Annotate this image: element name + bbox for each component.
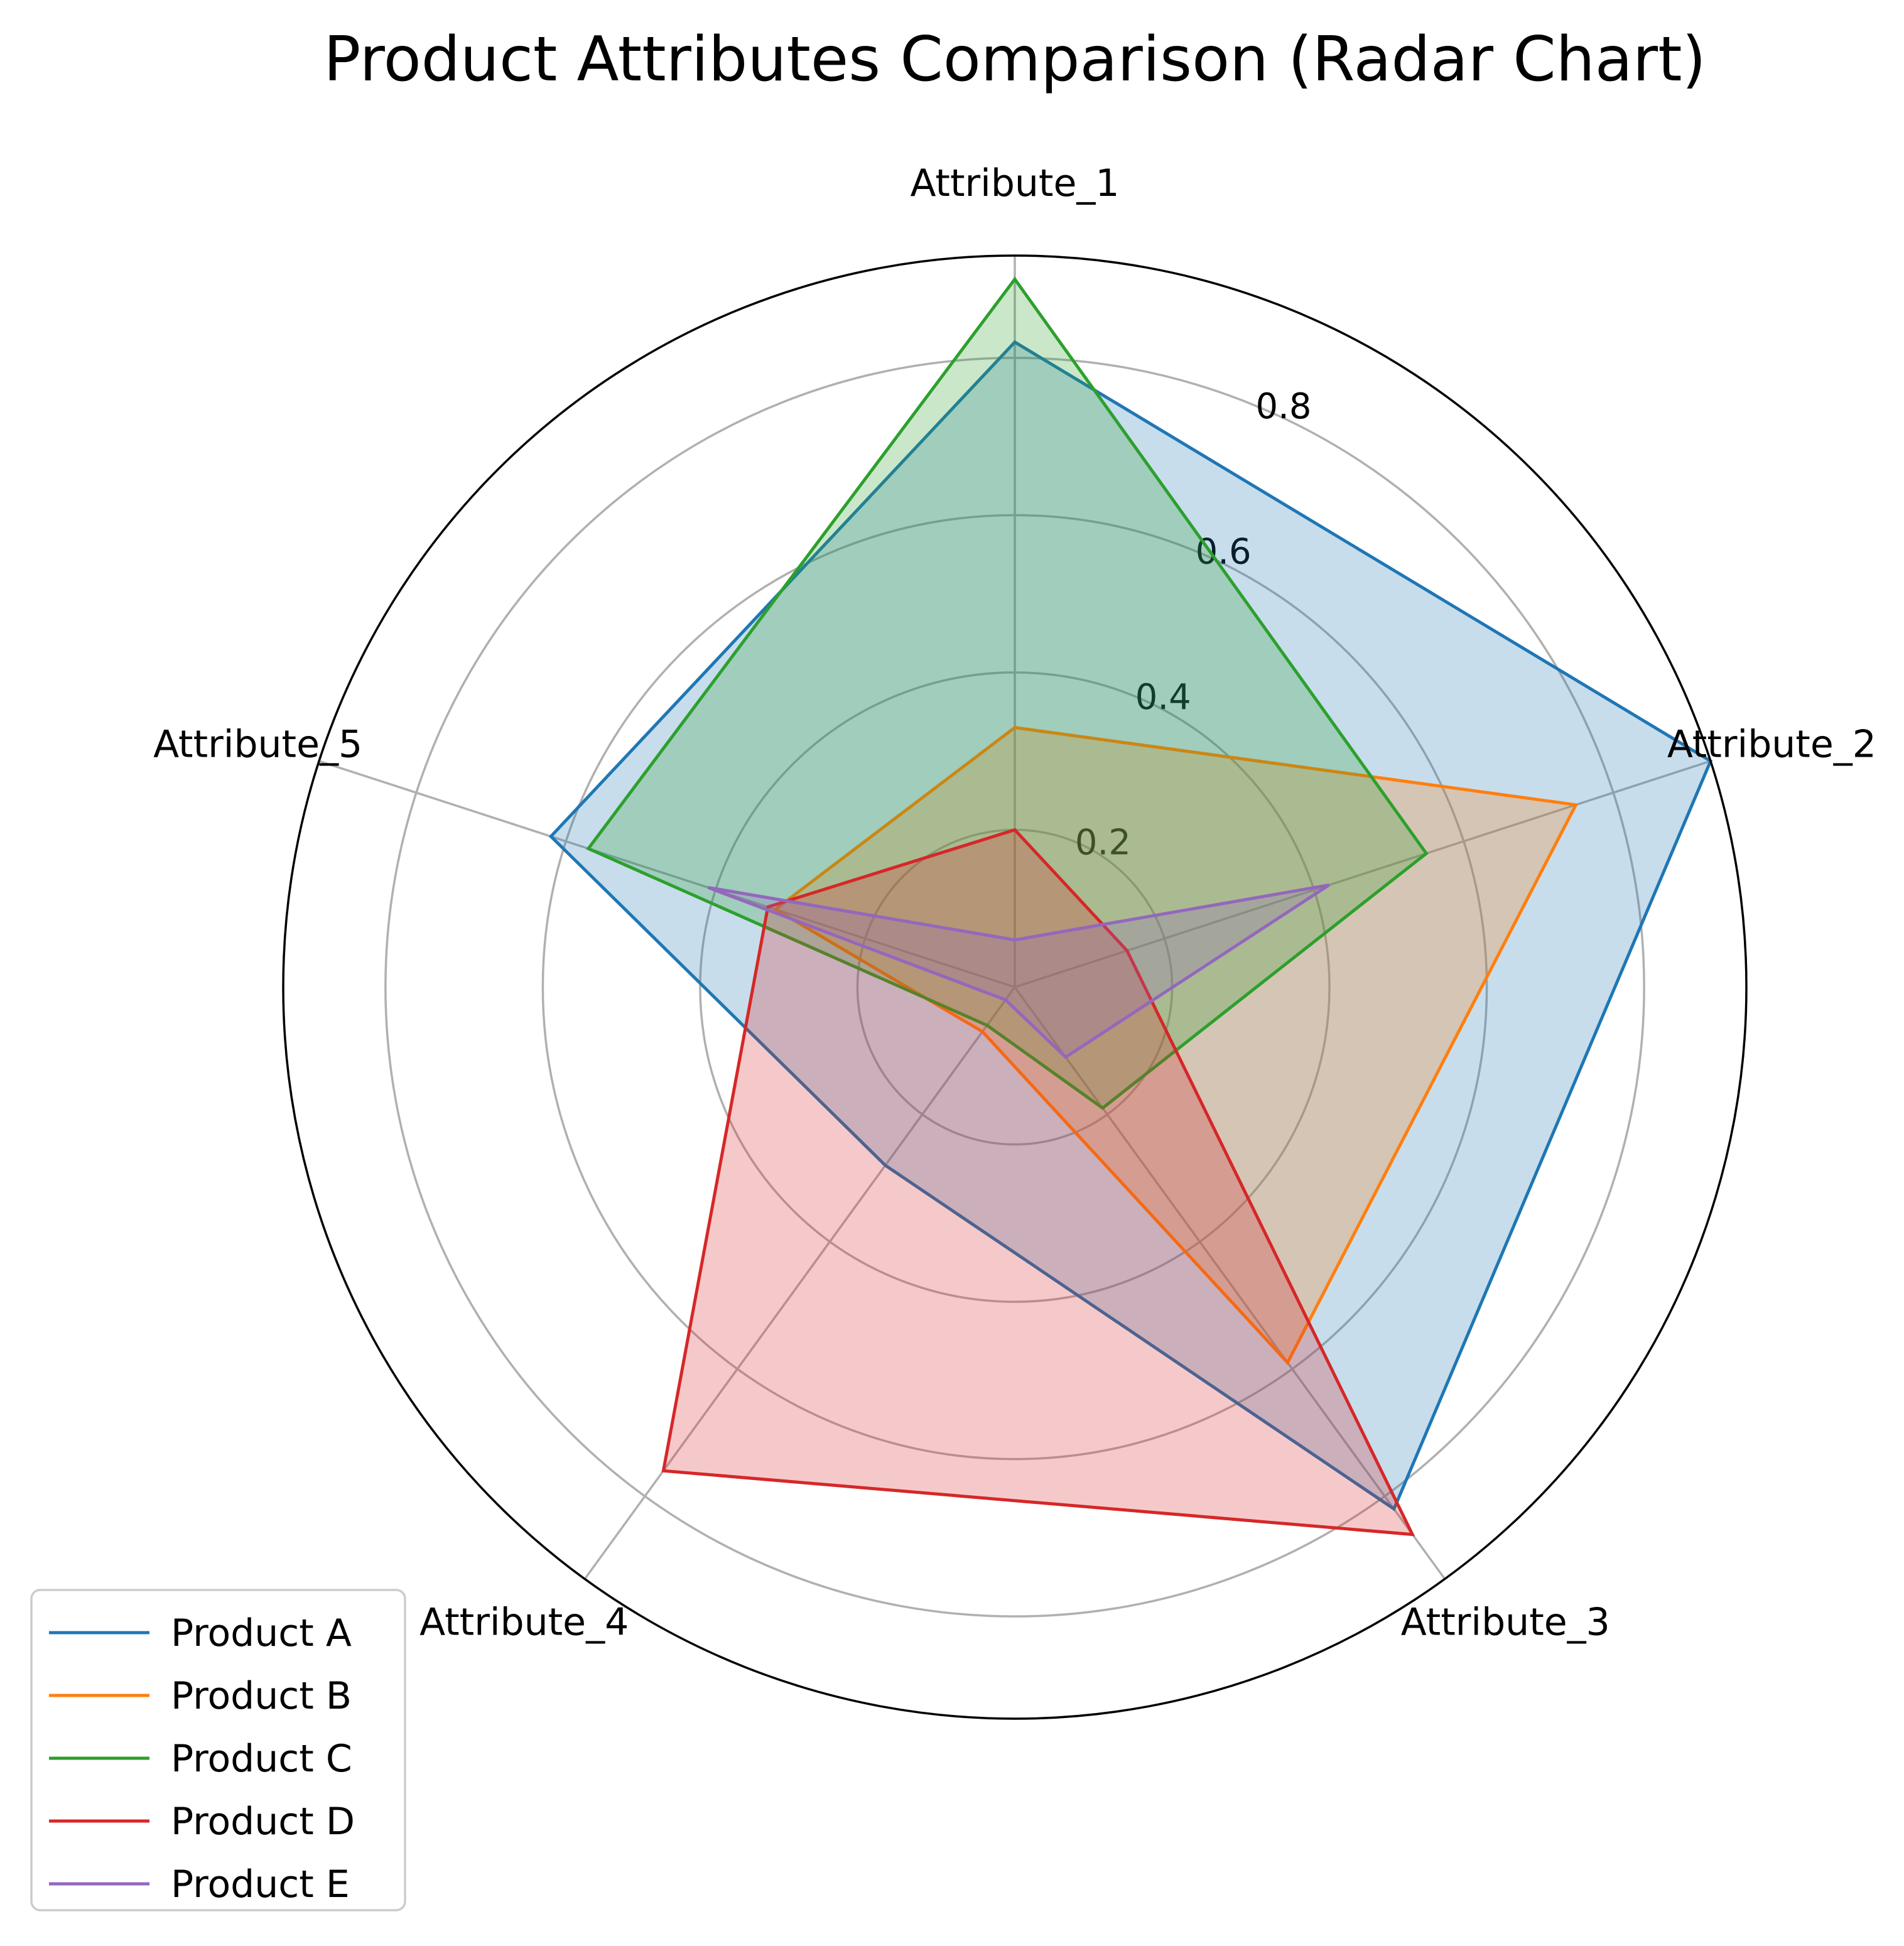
axis-label-3: Attribute_3 — [1401, 1600, 1610, 1644]
axis-label-2: Attribute_2 — [1667, 723, 1876, 767]
series-fill-4 — [663, 830, 1413, 1535]
series-fill-1 — [551, 342, 1711, 1509]
legend-label-5: Product E — [171, 1862, 350, 1906]
chart-title: Product Attributes Comparison (Radar Cha… — [323, 24, 1706, 95]
series-line-2 — [772, 725, 1579, 1366]
rtick-label-1: 0.2 — [1075, 823, 1131, 863]
series-line-4 — [661, 828, 1415, 1537]
series-line-1 — [548, 340, 1713, 1511]
series-fill-2 — [775, 727, 1576, 1363]
axis-label-5: Attribute_5 — [153, 723, 362, 767]
axis-labels: Attribute_1 Attribute_2 Attribute_3 Attribu… — [153, 161, 1876, 1644]
rtick-label-2: 0.4 — [1135, 677, 1191, 718]
axis-label-1: Attribute_1 — [910, 161, 1119, 205]
spoke-4 — [583, 986, 1016, 1580]
axis-label-4: Attribute_4 — [419, 1600, 629, 1644]
legend-label-1: Product A — [171, 1611, 352, 1655]
radial-tick-labels: 0.2 0.4 0.6 0.8 — [1075, 386, 1312, 863]
legend-label-4: Product D — [171, 1800, 355, 1844]
rtick-label-4: 0.8 — [1256, 386, 1312, 427]
legend-label-3: Product C — [171, 1737, 352, 1781]
series-line-3 — [586, 276, 1429, 1110]
radar-series — [548, 276, 1713, 1537]
spoke-5 — [318, 760, 1015, 988]
series-fill-5 — [708, 885, 1329, 1057]
series-line-5 — [707, 883, 1330, 1059]
spoke-2 — [1014, 760, 1711, 988]
rtick-label-3: 0.6 — [1196, 532, 1252, 573]
radar-grid — [318, 256, 1711, 1618]
legend-label-2: Product B — [171, 1674, 352, 1718]
polar-frame — [282, 254, 1748, 1720]
legend: Product A Product B Product C Product D Prod… — [30, 1589, 406, 1911]
spoke-3 — [1014, 986, 1446, 1580]
legend-box — [30, 1589, 406, 1911]
series-fill-3 — [588, 279, 1427, 1108]
